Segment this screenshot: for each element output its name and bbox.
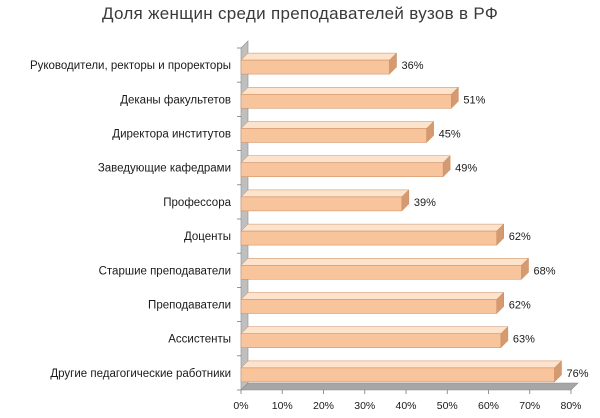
bar: [240, 162, 444, 177]
category-label: Деканы факультетов: [120, 94, 231, 106]
axis-floor: [240, 382, 579, 391]
x-tick-label: 10%: [272, 400, 293, 412]
bar-value-label: 63%: [513, 334, 535, 346]
bar-value-label: 62%: [509, 300, 531, 312]
bar-top: [240, 155, 451, 163]
chart-bars: [240, 52, 563, 383]
category-label: Директора институтов: [112, 129, 231, 141]
bar: [240, 230, 497, 246]
bar-top: [240, 87, 459, 95]
bar-top: [240, 121, 435, 129]
bar-top: [240, 360, 563, 369]
category-label: Руководители, ректоры и проректоры: [30, 60, 231, 72]
x-tick-label: 30%: [354, 400, 375, 412]
bar-value-label: 45%: [439, 129, 461, 141]
bar-top: [240, 223, 505, 232]
bar-value-label: 68%: [534, 265, 556, 277]
bar-top: [240, 326, 509, 334]
category-label: Другие педагогические работники: [50, 368, 231, 380]
bar: [240, 196, 403, 212]
category-label: Профессора: [163, 197, 231, 209]
bar: [240, 367, 555, 383]
bar: [240, 59, 390, 75]
bar: [240, 299, 497, 314]
category-label: Преподаватели: [148, 300, 231, 312]
bar-value-label: 39%: [414, 197, 436, 209]
chart-title: Доля женщин среди преподавателей вузов в…: [101, 4, 499, 23]
category-label: Ассистенты: [168, 334, 231, 346]
bar-top: [240, 189, 410, 198]
bar-value-label: 62%: [509, 231, 531, 243]
bar-value-label: 36%: [402, 60, 424, 72]
category-label: Старшие преподаватели: [99, 265, 231, 277]
bar: [240, 94, 452, 109]
x-tick-label: 80%: [560, 400, 581, 412]
bar: [240, 265, 522, 280]
bar-value-label: 49%: [455, 163, 477, 175]
category-label: Доценты: [184, 231, 231, 243]
bar: [240, 128, 427, 143]
x-tick-label: 0%: [233, 400, 248, 412]
bar-value-label: 76%: [567, 368, 589, 380]
x-tick-label: 70%: [519, 400, 540, 412]
bar-top: [240, 258, 530, 266]
bar: [240, 333, 502, 348]
bar-value-label: 51%: [463, 94, 485, 106]
bar-top: [240, 52, 398, 61]
category-label: Заведующие кафедрами: [98, 163, 231, 175]
x-tick-label: 60%: [478, 400, 499, 412]
x-tick-label: 40%: [395, 400, 416, 412]
x-tick-label: 20%: [313, 400, 334, 412]
chart-labels: 36% Руководители, ректоры и проректоры 51%…: [30, 60, 589, 380]
bar-top: [240, 292, 505, 300]
x-tick-label: 50%: [437, 400, 458, 412]
